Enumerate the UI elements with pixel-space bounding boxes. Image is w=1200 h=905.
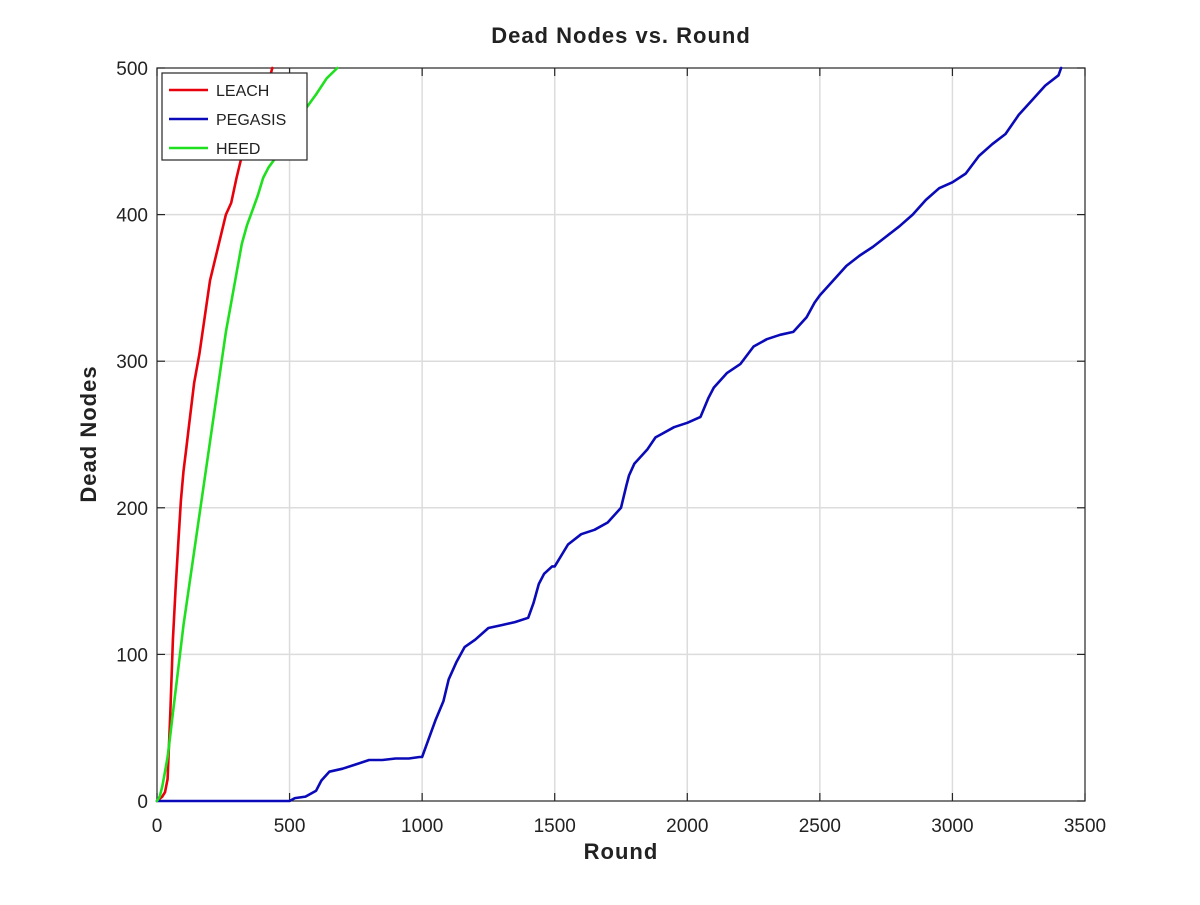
y-tick-label: 200 bbox=[116, 499, 148, 520]
x-tick-label: 3500 bbox=[1064, 816, 1106, 837]
x-tick-label: 500 bbox=[274, 816, 306, 837]
x-tick-label: 1500 bbox=[534, 816, 576, 837]
y-tick-label: 500 bbox=[116, 59, 148, 80]
legend-label-pegasis: PEGASIS bbox=[216, 112, 286, 129]
y-tick-label: 0 bbox=[137, 792, 148, 813]
grid-lines bbox=[157, 68, 1085, 801]
plot-area-frame bbox=[156, 67, 1086, 802]
axis-ticks: 0 500 1000 1500 2000 2500 3000 3500 0 100 200 300 40… bbox=[116, 59, 1106, 837]
x-tick-label: 2500 bbox=[799, 816, 841, 837]
y-tick-label: 300 bbox=[116, 352, 148, 373]
legend-label-leach: LEACH bbox=[216, 83, 269, 100]
y-tick-label: 100 bbox=[116, 645, 148, 666]
x-tick-label: 2000 bbox=[666, 816, 708, 837]
y-axis-title: Dead Nodes bbox=[76, 365, 101, 502]
legend-label-heed: HEED bbox=[216, 141, 260, 158]
series-line-pegasis bbox=[155, 66, 1063, 803]
y-tick-label: 400 bbox=[116, 206, 148, 227]
legend: LEACH PEGASIS HEED bbox=[161, 72, 308, 161]
x-tick-label: 3000 bbox=[931, 816, 973, 837]
x-tick-label: 1000 bbox=[401, 816, 443, 837]
x-axis-title: Round bbox=[584, 839, 659, 864]
chart-title: Dead Nodes vs. Round bbox=[491, 23, 751, 48]
legend-box bbox=[161, 72, 308, 161]
x-tick-label: 0 bbox=[152, 816, 163, 837]
